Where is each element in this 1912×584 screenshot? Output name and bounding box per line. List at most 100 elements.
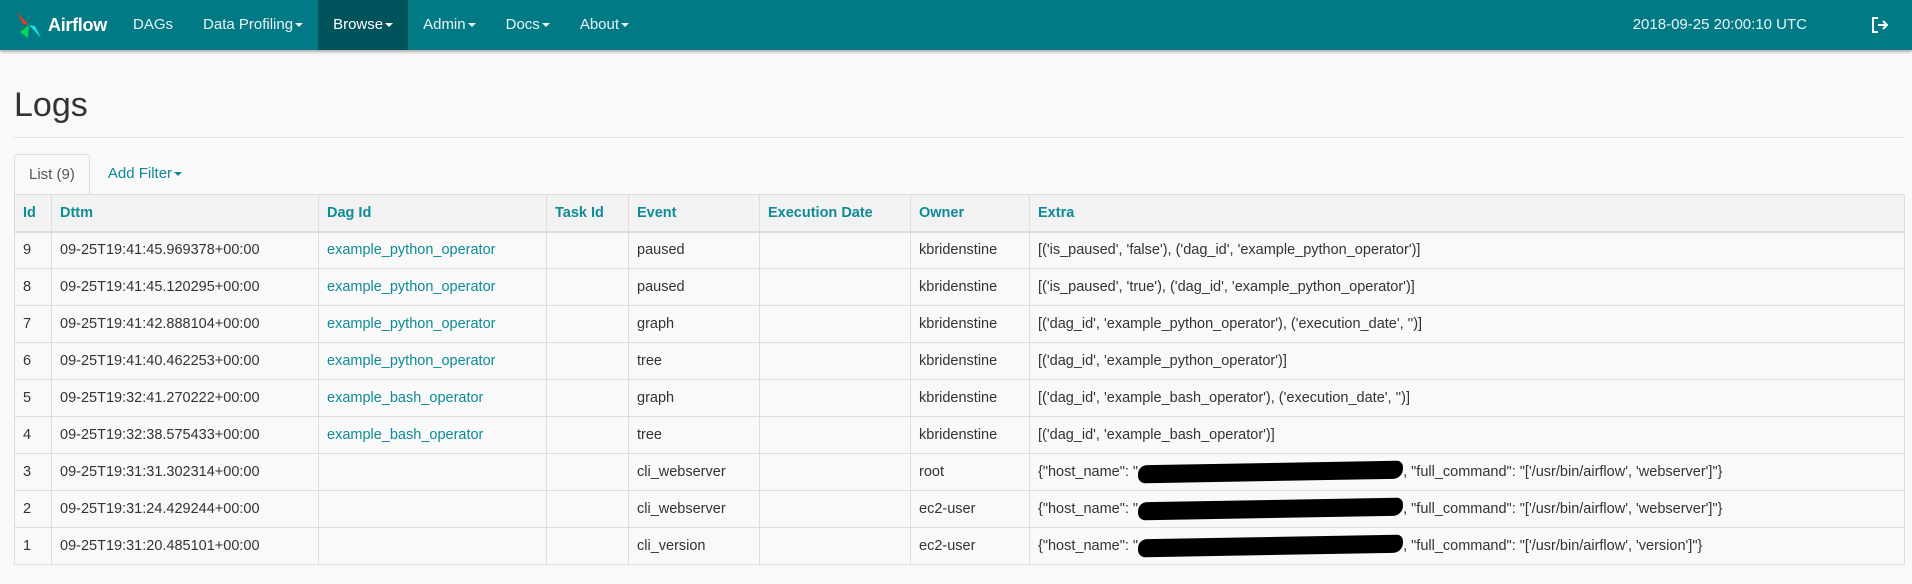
cell-extra: {"host_name": " , "full_command": "['/usr…	[1029, 527, 1905, 565]
extra-prefix: {"host_name": "	[1038, 500, 1139, 517]
cell-dttm: 09-25T19:41:45.969378+00:00	[51, 231, 319, 269]
table-row: 7 09-25T19:41:42.888104+00:00 example_pyth…	[14, 305, 1905, 343]
column-header[interactable]: Dag Id	[318, 194, 547, 233]
cell-dttm: 09-25T19:31:20.485101+00:00	[51, 527, 319, 565]
cell-event: graph	[628, 305, 760, 343]
utc-clock: 2018-09-25 20:00:10 UTC	[1632, 16, 1807, 33]
caret-down-icon	[174, 172, 183, 177]
cell-dttm: 09-25T19:31:24.429244+00:00	[51, 490, 319, 528]
cell-dag-id	[318, 453, 547, 491]
cell-task-id	[546, 490, 629, 528]
cell-execution-date	[759, 342, 911, 380]
cell-dag-id	[318, 527, 547, 565]
redaction-mark	[1137, 497, 1404, 521]
table-row: 5 09-25T19:32:41.270222+00:00 example_bash…	[14, 379, 1905, 417]
cell-task-id	[546, 342, 629, 380]
nav-dags[interactable]: DAGs	[118, 0, 188, 50]
nav-about[interactable]: About	[565, 0, 644, 50]
extra-suffix: , "full_command": "['/usr/bin/airflow', …	[1403, 500, 1723, 517]
cell-owner: kbridenstine	[910, 305, 1030, 343]
cell-id: 5	[14, 379, 52, 417]
cell-dttm: 09-25T19:32:41.270222+00:00	[51, 379, 319, 417]
cell-dag-id	[318, 490, 547, 528]
add-filter-label: Add Filter	[107, 165, 173, 182]
dag-link[interactable]: example_bash_operator	[327, 427, 484, 443]
cell-extra: [('is_paused', 'true'), ('dag_id', 'exam…	[1029, 268, 1905, 306]
caret-down-icon	[467, 23, 476, 28]
column-header[interactable]: Dttm	[51, 194, 319, 233]
divider	[14, 137, 1905, 138]
extra-prefix: {"host_name": "	[1038, 537, 1139, 554]
cell-task-id	[546, 268, 629, 306]
cell-execution-date	[759, 416, 911, 454]
dag-link[interactable]: example_python_operator	[327, 353, 496, 369]
tab-list[interactable]: List (9)	[14, 154, 90, 195]
cell-event: cli_webserver	[628, 453, 760, 491]
cell-event: cli_version	[628, 527, 760, 565]
table-row: 4 09-25T19:32:38.575433+00:00 example_bash…	[14, 416, 1905, 454]
dag-link[interactable]: example_python_operator	[327, 316, 496, 332]
tabs: List (9) Add Filter	[14, 154, 196, 195]
cell-dag-id: example_bash_operator	[318, 379, 547, 417]
cell-execution-date	[759, 527, 911, 565]
column-header[interactable]: Task Id	[546, 194, 629, 233]
cell-id: 4	[14, 416, 52, 454]
cell-extra: {"host_name": " , "full_command": "['/usr…	[1029, 453, 1905, 491]
column-header[interactable]: Owner	[910, 194, 1030, 233]
table-row: 6 09-25T19:41:40.462253+00:00 example_pyth…	[14, 342, 1905, 380]
sign-out-icon[interactable]	[1870, 15, 1890, 35]
column-header[interactable]: Event	[628, 194, 760, 233]
nav-label: About	[579, 16, 620, 33]
cell-owner: ec2-user	[910, 490, 1030, 528]
redaction-mark	[1137, 534, 1404, 558]
cell-event: paused	[628, 268, 760, 306]
cell-owner: kbridenstine	[910, 342, 1030, 380]
column-header[interactable]: Extra	[1029, 194, 1905, 233]
cell-extra: [('dag_id', 'example_python_operator')]	[1029, 342, 1905, 380]
extra-prefix: {"host_name": "	[1038, 463, 1139, 480]
cell-owner: ec2-user	[910, 527, 1030, 565]
dag-link[interactable]: example_bash_operator	[327, 390, 484, 406]
add-filter-dropdown[interactable]: Add Filter	[90, 154, 196, 195]
nav-label: Data Profiling	[203, 16, 294, 33]
cell-extra: {"host_name": " , "full_command": "['/usr…	[1029, 490, 1905, 528]
nav-browse[interactable]: Browse	[318, 0, 409, 50]
cell-extra: [('is_paused', 'false'), ('dag_id', 'exa…	[1029, 231, 1905, 269]
caret-down-icon	[385, 23, 394, 28]
cell-dttm: 09-25T19:41:45.120295+00:00	[51, 268, 319, 306]
table-row: 1 09-25T19:31:20.485101+00:00 cli_version e…	[14, 527, 1905, 565]
column-header[interactable]: Execution Date	[759, 194, 911, 233]
cell-task-id	[546, 379, 629, 417]
nav-docs[interactable]: Docs	[491, 0, 565, 50]
cell-dag-id: example_python_operator	[318, 342, 547, 380]
dag-link[interactable]: example_python_operator	[327, 279, 496, 295]
caret-down-icon	[541, 23, 550, 28]
caret-down-icon	[621, 23, 630, 28]
cell-extra: [('dag_id', 'example_bash_operator')]	[1029, 416, 1905, 454]
nav-label: Browse	[333, 16, 384, 33]
cell-execution-date	[759, 453, 911, 491]
cell-event: cli_webserver	[628, 490, 760, 528]
cell-dag-id: example_python_operator	[318, 231, 547, 269]
brand-logo[interactable]: Airflow	[14, 10, 118, 40]
cell-event: tree	[628, 416, 760, 454]
cell-owner: kbridenstine	[910, 231, 1030, 269]
cell-event: paused	[628, 231, 760, 269]
cell-id: 9	[14, 231, 52, 269]
cell-dttm: 09-25T19:41:42.888104+00:00	[51, 305, 319, 343]
cell-dttm: 09-25T19:32:38.575433+00:00	[51, 416, 319, 454]
logs-table: Id Dttm Dag Id Task Id Event Execution Date Ow…	[14, 194, 1905, 565]
dag-link[interactable]: example_python_operator	[327, 242, 496, 259]
cell-task-id	[546, 453, 629, 491]
cell-task-id	[546, 527, 629, 565]
cell-id: 6	[14, 342, 52, 380]
nav-data-profiling[interactable]: Data Profiling	[188, 0, 318, 50]
brand-name: Airflow	[48, 14, 107, 35]
cell-id: 1	[14, 527, 52, 565]
nav-label: DAGs	[133, 16, 174, 33]
nav-admin[interactable]: Admin	[408, 0, 491, 50]
cell-id: 7	[14, 305, 52, 343]
cell-extra: [('dag_id', 'example_python_operator'), …	[1029, 305, 1905, 343]
column-header[interactable]: Id	[14, 194, 52, 233]
cell-execution-date	[759, 268, 911, 306]
